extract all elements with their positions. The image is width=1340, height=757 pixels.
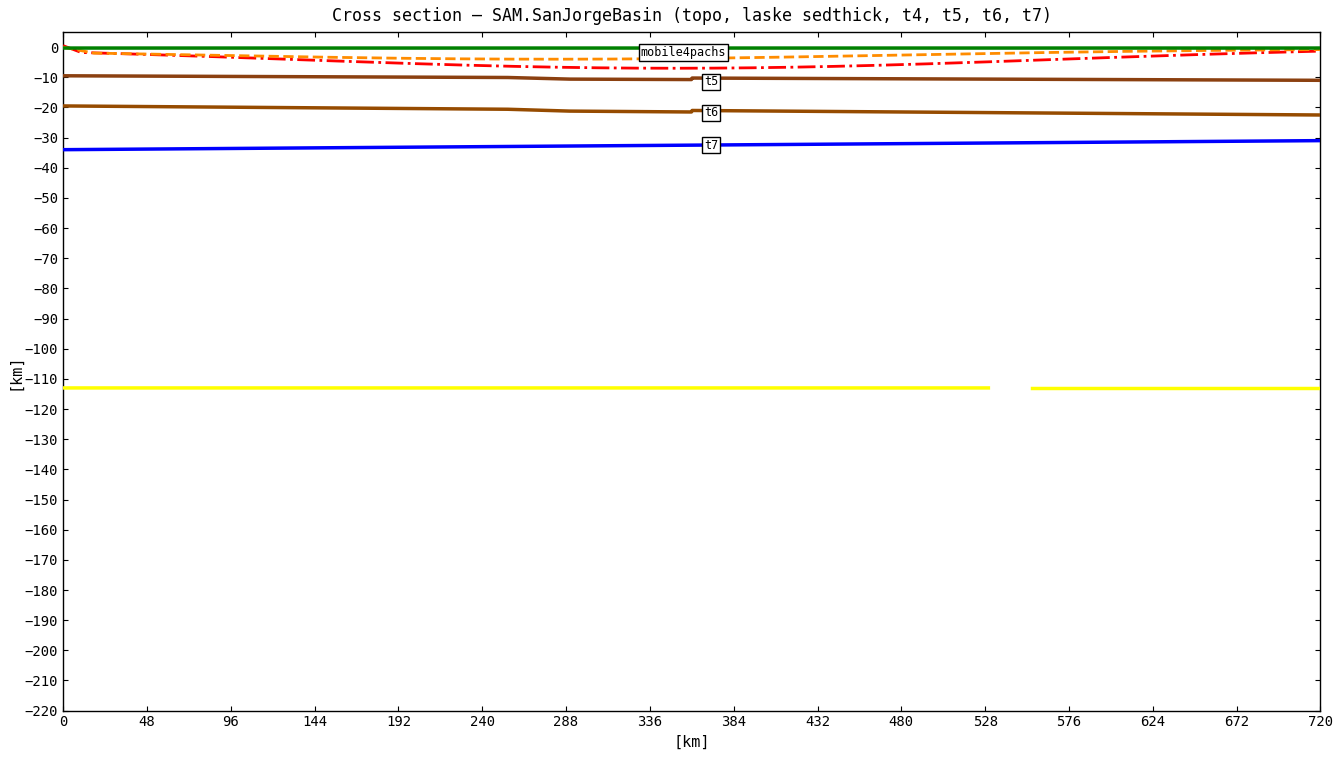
Title: Cross section – SAM.SanJorgeBasin (topo, laske sedthick, t4, t5, t6, t7): Cross section – SAM.SanJorgeBasin (topo,…	[332, 7, 1052, 25]
Text: t6: t6	[704, 107, 718, 120]
Text: t5: t5	[704, 75, 718, 89]
Text: mobile4pachs: mobile4pachs	[641, 46, 726, 59]
X-axis label: [km]: [km]	[674, 735, 710, 750]
Text: t7: t7	[704, 139, 718, 151]
Y-axis label: [km]: [km]	[7, 353, 21, 390]
